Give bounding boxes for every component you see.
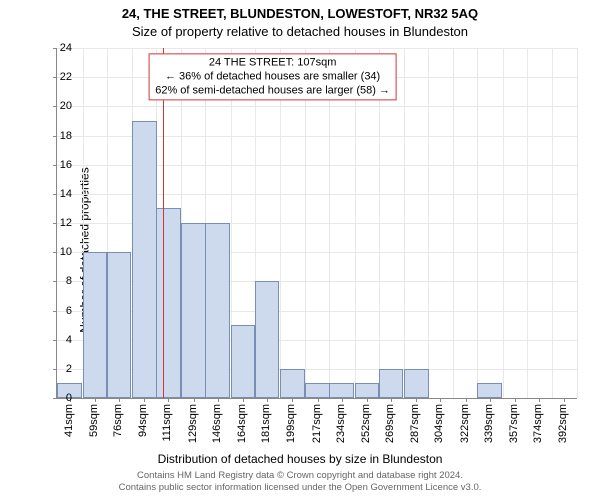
histogram-bar <box>280 369 305 398</box>
x-tick-label: 111sqm <box>161 404 173 442</box>
x-tick-label: 76sqm <box>112 404 124 437</box>
x-tick-label: 322sqm <box>459 404 471 443</box>
gridline-vertical <box>428 48 429 398</box>
x-tick-mark <box>342 398 343 402</box>
infobox-line: 62% of semi-detached houses are larger (… <box>155 84 390 98</box>
x-tick-mark <box>243 398 244 402</box>
x-axis-label: Distribution of detached houses by size … <box>0 452 600 466</box>
y-tick-label: 0 <box>48 392 72 404</box>
x-tick-mark <box>95 398 96 402</box>
histogram-bar <box>404 369 429 398</box>
attribution-footer: Contains HM Land Registry data © Crown c… <box>0 470 600 494</box>
x-tick-mark <box>367 398 368 402</box>
y-tick-label: 24 <box>48 42 72 54</box>
x-tick-mark <box>466 398 467 402</box>
x-tick-label: 94sqm <box>137 404 149 437</box>
y-tick-label: 2 <box>48 363 72 375</box>
y-tick-label: 12 <box>48 217 72 229</box>
x-tick-mark <box>267 398 268 402</box>
footer-line-2: Contains public sector information licen… <box>119 482 482 493</box>
x-tick-mark <box>490 398 491 402</box>
gridline-vertical <box>552 48 553 398</box>
y-tick-label: 20 <box>48 100 72 112</box>
x-tick-mark <box>391 398 392 402</box>
x-tick-label: 287sqm <box>409 404 421 443</box>
y-tick-label: 22 <box>48 71 72 83</box>
x-tick-mark <box>144 398 145 402</box>
x-tick-mark <box>119 398 120 402</box>
gridline-vertical <box>453 48 454 398</box>
x-tick-label: 234sqm <box>335 404 347 443</box>
y-tick-label: 4 <box>48 334 72 346</box>
x-tick-label: 392sqm <box>557 404 569 443</box>
x-tick-label: 252sqm <box>360 404 372 443</box>
histogram-bar <box>329 383 354 398</box>
footer-line-1: Contains HM Land Registry data © Crown c… <box>137 470 463 481</box>
y-tick-label: 8 <box>48 275 72 287</box>
x-tick-mark <box>564 398 565 402</box>
gridline-vertical <box>477 48 478 398</box>
histogram-bar <box>132 121 157 398</box>
y-tick-label: 6 <box>48 305 72 317</box>
x-tick-label: 164sqm <box>236 404 248 443</box>
gridline-vertical <box>404 48 405 398</box>
histogram-bar <box>379 369 404 398</box>
chart-container: 24, THE STREET, BLUNDESTON, LOWESTOFT, N… <box>0 0 600 500</box>
x-tick-label: 181sqm <box>260 404 272 443</box>
x-tick-label: 41sqm <box>63 404 75 437</box>
plot-area: 24 THE STREET: 107sqm← 36% of detached h… <box>56 48 577 399</box>
x-tick-label: 59sqm <box>88 404 100 437</box>
histogram-bar <box>181 223 206 398</box>
histogram-bar <box>231 325 256 398</box>
x-tick-label: 339sqm <box>483 404 495 443</box>
x-tick-mark <box>440 398 441 402</box>
y-tick-label: 18 <box>48 130 72 142</box>
infobox-line: ← 36% of detached houses are smaller (34… <box>155 70 390 84</box>
x-tick-mark <box>515 398 516 402</box>
x-tick-mark <box>218 398 219 402</box>
histogram-bar <box>205 223 230 398</box>
x-tick-label: 269sqm <box>384 404 396 443</box>
gridline-horizontal <box>57 106 577 107</box>
gridline-vertical <box>577 48 578 398</box>
histogram-bar <box>255 281 280 398</box>
x-tick-label: 129sqm <box>187 404 199 443</box>
x-tick-mark <box>194 398 195 402</box>
infobox-line: 24 THE STREET: 107sqm <box>155 57 390 71</box>
x-tick-mark <box>539 398 540 402</box>
x-tick-mark <box>292 398 293 402</box>
property-info-box: 24 THE STREET: 107sqm← 36% of detached h… <box>148 54 397 101</box>
y-tick-label: 14 <box>48 188 72 200</box>
x-tick-mark <box>168 398 169 402</box>
y-tick-label: 10 <box>48 246 72 258</box>
chart-subtitle: Size of property relative to detached ho… <box>0 24 600 39</box>
gridline-vertical <box>527 48 528 398</box>
x-tick-mark <box>318 398 319 402</box>
gridline-vertical <box>503 48 504 398</box>
x-tick-label: 304sqm <box>433 404 445 443</box>
histogram-bar <box>83 252 108 398</box>
x-tick-mark <box>416 398 417 402</box>
x-tick-label: 146sqm <box>211 404 223 443</box>
gridline-horizontal <box>57 48 577 49</box>
x-tick-label: 217sqm <box>311 404 323 443</box>
histogram-bar <box>305 383 330 398</box>
histogram-bar <box>156 208 181 398</box>
x-tick-label: 199sqm <box>285 404 297 443</box>
x-tick-label: 374sqm <box>532 404 544 443</box>
y-tick-label: 16 <box>48 159 72 171</box>
chart-title-address: 24, THE STREET, BLUNDESTON, LOWESTOFT, N… <box>0 6 600 21</box>
histogram-bar <box>107 252 132 398</box>
histogram-bar <box>477 383 502 398</box>
histogram-bar <box>355 383 380 398</box>
x-tick-label: 357sqm <box>508 404 520 443</box>
